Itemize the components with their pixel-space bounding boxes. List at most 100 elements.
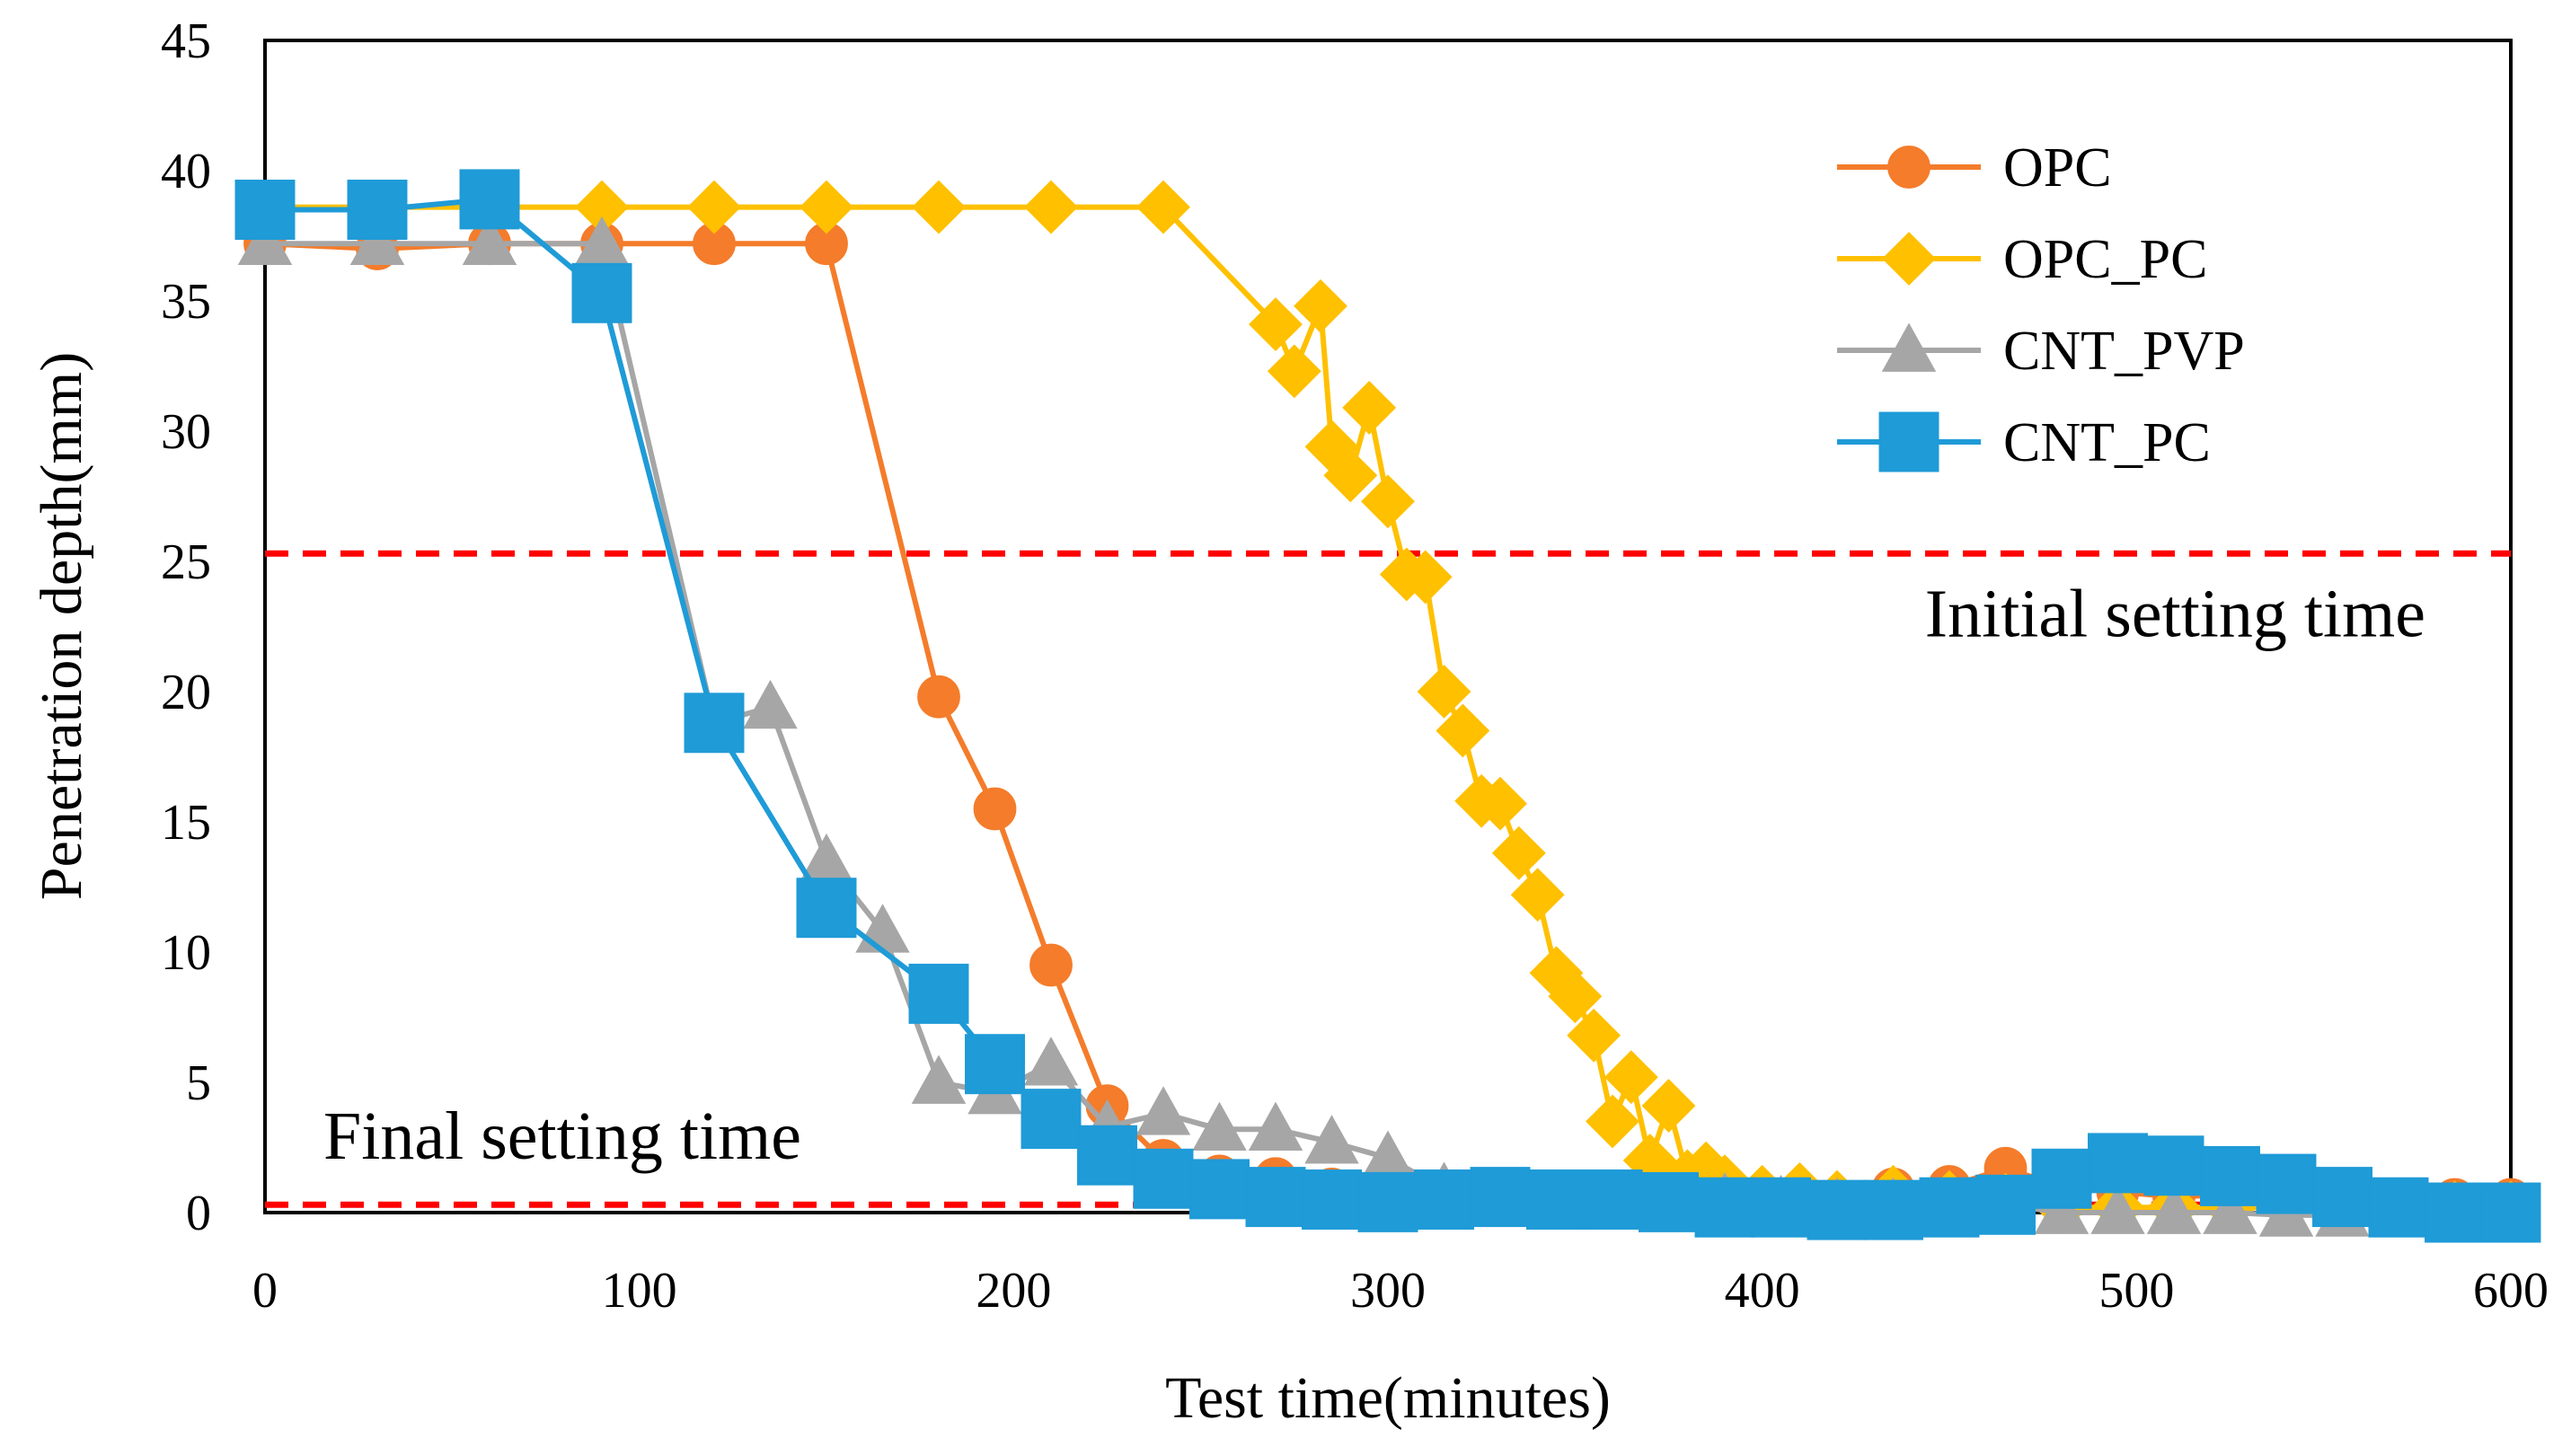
series-cnt-pc-point bbox=[908, 963, 969, 1024]
initial-setting-time-label: Initial setting time bbox=[1925, 576, 2425, 651]
x-tick-label: 300 bbox=[1350, 1263, 1426, 1319]
x-axis-title: Test time(minutes) bbox=[1165, 1365, 1611, 1431]
series-opc-pc-point bbox=[1548, 969, 1603, 1024]
series-cnt-pc-point bbox=[1245, 1167, 1306, 1228]
series-cnt-pvp-point bbox=[911, 1054, 967, 1104]
final-setting-time-label: Final setting time bbox=[323, 1099, 801, 1174]
series-cnt-pc-point bbox=[1357, 1171, 1418, 1232]
series-opc-pc-point bbox=[1294, 278, 1347, 333]
series-cnt-pc-point bbox=[1077, 1125, 1137, 1186]
series-cnt-pc-point bbox=[965, 1034, 1025, 1095]
series-cnt-pc-point bbox=[2425, 1182, 2485, 1243]
y-tick-label: 45 bbox=[161, 13, 211, 69]
series-cnt-pvp-point bbox=[1192, 1101, 1247, 1152]
series-opc-pc-point bbox=[912, 180, 966, 234]
series-cnt-pc-point bbox=[347, 180, 408, 240]
series-cnt-pc-point bbox=[1414, 1169, 1474, 1230]
series-cnt-pc-point bbox=[459, 169, 520, 230]
series-opc-pc-point bbox=[1267, 344, 1321, 399]
legend-label: CNT_PVP bbox=[2003, 321, 2245, 382]
series-cnt-pc-point bbox=[1302, 1169, 1362, 1230]
x-tick-label: 200 bbox=[976, 1263, 1051, 1319]
x-tick-label: 0 bbox=[252, 1263, 278, 1319]
series-opc-pc-point bbox=[1567, 1008, 1621, 1063]
series-cnt-pc bbox=[234, 169, 2541, 1243]
series-opc-pc-point bbox=[1604, 1050, 1658, 1105]
legend-swatch-marker bbox=[1882, 232, 1936, 286]
series-cnt-pc-point bbox=[2143, 1135, 2204, 1196]
legend-item-opc: OPC bbox=[1837, 137, 2112, 199]
series-opc-point bbox=[1029, 943, 1073, 987]
series-cnt-pvp-point bbox=[743, 679, 798, 729]
y-tick-label: 30 bbox=[161, 404, 211, 460]
series-opc-pc-point bbox=[1491, 825, 1546, 880]
series-cnt-pc-point bbox=[1919, 1177, 1980, 1238]
y-tick-label: 10 bbox=[161, 925, 211, 981]
series-cnt-pvp-point bbox=[349, 216, 405, 266]
series-cnt-pc-point bbox=[234, 180, 296, 240]
series-cnt-pc-point bbox=[2480, 1182, 2541, 1243]
series-cnt-pc-point bbox=[1470, 1167, 1531, 1228]
x-tick-label: 100 bbox=[602, 1263, 677, 1319]
series-opc-pc-point bbox=[1398, 550, 1453, 604]
legend-swatch-marker bbox=[1887, 146, 1930, 189]
series-cnt-pvp-point bbox=[2146, 1185, 2202, 1234]
series-cnt-pc-point bbox=[796, 878, 857, 939]
series-cnt-pc-point bbox=[1807, 1179, 1868, 1240]
series-opc-pc-point bbox=[1361, 474, 1415, 529]
series-opc-pc-point bbox=[1323, 448, 1378, 503]
series-cnt-pvp-point bbox=[237, 216, 293, 266]
legend-swatch-marker bbox=[1881, 322, 1937, 372]
series-cnt-pc-point bbox=[1639, 1171, 1699, 1232]
series-cnt-pc-point bbox=[1694, 1177, 1755, 1238]
series-opc-pc-point bbox=[1342, 380, 1397, 435]
series-opc-pc-point bbox=[687, 180, 741, 234]
x-tick-label: 400 bbox=[1725, 1263, 1800, 1319]
series-cnt-pvp-point bbox=[2090, 1185, 2145, 1234]
series-opc-pc-point bbox=[1586, 1094, 1639, 1149]
series-cnt-pvp-point bbox=[1135, 1086, 1191, 1135]
series-opc-pc-point bbox=[1024, 180, 1078, 234]
series-cnt-pc-point bbox=[1863, 1179, 1923, 1240]
y-tick-label: 20 bbox=[161, 665, 211, 720]
legend-label: CNT_PC bbox=[2003, 412, 2211, 473]
series-opc-pc-point bbox=[1510, 868, 1565, 922]
series-cnt-pc-point bbox=[1975, 1174, 2036, 1235]
x-tick-label: 600 bbox=[2473, 1263, 2549, 1319]
y-axis-title: Penetration depth(mm) bbox=[29, 352, 94, 900]
series-opc-pc-point bbox=[1641, 1079, 1696, 1134]
series-cnt-pc-point bbox=[1189, 1159, 1250, 1220]
y-tick-label: 5 bbox=[186, 1055, 211, 1111]
series-cnt-pc-point bbox=[2200, 1145, 2260, 1206]
series-cnt-pc-point bbox=[2368, 1177, 2429, 1238]
series-cnt-pc-point bbox=[1526, 1169, 1586, 1230]
legend-swatch-marker bbox=[1878, 411, 1939, 472]
series-cnt-pvp-point bbox=[1023, 1037, 1079, 1086]
series-cnt-pvp-point bbox=[462, 216, 517, 266]
series-cnt-pc-point bbox=[2031, 1148, 2092, 1209]
y-tick-label: 25 bbox=[161, 534, 211, 590]
series-opc-pc-point bbox=[1436, 703, 1490, 758]
series-cnt-pc-point bbox=[571, 262, 632, 323]
series-cnt-pc-point bbox=[2312, 1167, 2372, 1228]
legend-item-opc-pc: OPC_PC bbox=[1837, 229, 2207, 290]
series-cnt-pc-point bbox=[2088, 1133, 2148, 1194]
series-opc-pc-point bbox=[800, 180, 853, 234]
series-cnt-pc-point bbox=[1582, 1169, 1643, 1230]
series-opc-pc-point bbox=[1249, 297, 1303, 352]
series-cnt-pvp-point bbox=[2203, 1185, 2257, 1234]
series-cnt-pc-point bbox=[2256, 1153, 2317, 1214]
series-cnt-pvp-point bbox=[1304, 1115, 1359, 1164]
series-cnt-pvp-point bbox=[2034, 1185, 2089, 1234]
y-tick-label: 40 bbox=[161, 144, 211, 199]
series-opc-point bbox=[917, 675, 960, 719]
legend-label: OPC_PC bbox=[2003, 229, 2207, 290]
legend-label: OPC bbox=[2003, 137, 2112, 199]
series-cnt-pvp-point bbox=[1248, 1101, 1303, 1152]
series-opc-pc-point bbox=[1417, 665, 1471, 719]
y-tick-label: 15 bbox=[161, 795, 211, 851]
y-tick-label: 0 bbox=[186, 1186, 211, 1241]
series-opc-pc-point bbox=[1473, 776, 1527, 831]
x-tick-label: 500 bbox=[2098, 1263, 2174, 1319]
